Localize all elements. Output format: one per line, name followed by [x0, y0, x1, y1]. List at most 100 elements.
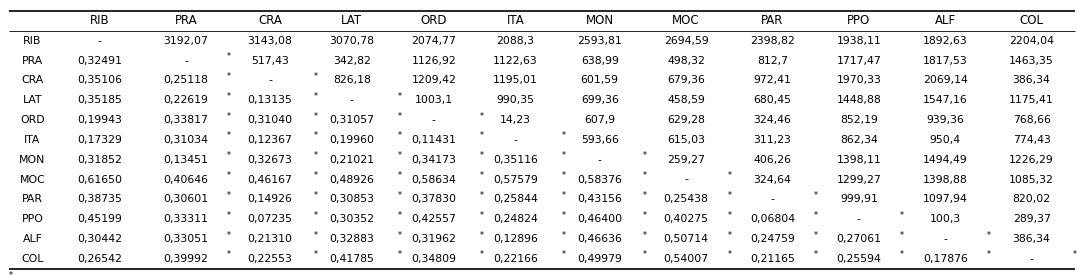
Text: *: * — [727, 250, 731, 259]
Text: 0,25594: 0,25594 — [837, 254, 881, 264]
Text: 324,64: 324,64 — [754, 175, 792, 184]
Text: *: * — [643, 151, 647, 160]
Text: 0,54007: 0,54007 — [663, 254, 709, 264]
Text: *: * — [900, 230, 905, 240]
Text: COL: COL — [1020, 14, 1044, 27]
Text: *: * — [397, 112, 402, 120]
Text: PPO: PPO — [848, 14, 870, 27]
Text: 615,03: 615,03 — [667, 135, 705, 145]
Text: 990,35: 990,35 — [496, 95, 534, 105]
Text: 0,50714: 0,50714 — [663, 234, 709, 244]
Text: 0,11431: 0,11431 — [411, 135, 457, 145]
Text: 0,46400: 0,46400 — [577, 214, 623, 224]
Text: 0,24759: 0,24759 — [750, 234, 795, 244]
Text: -: - — [184, 56, 187, 66]
Text: *: * — [643, 230, 647, 240]
Text: 1398,11: 1398,11 — [837, 155, 881, 165]
Text: 324,46: 324,46 — [754, 115, 792, 125]
Text: 679,36: 679,36 — [667, 75, 705, 85]
Text: 0,33051: 0,33051 — [164, 234, 209, 244]
Text: *: * — [987, 250, 991, 259]
Text: 1003,1: 1003,1 — [415, 95, 452, 105]
Text: *: * — [397, 151, 402, 160]
Text: *: * — [227, 230, 232, 240]
Text: 0,41785: 0,41785 — [330, 254, 375, 264]
Text: 593,66: 593,66 — [581, 135, 618, 145]
Text: CRA: CRA — [258, 14, 282, 27]
Text: -: - — [350, 95, 354, 105]
Text: 629,28: 629,28 — [667, 115, 705, 125]
Text: 0,30601: 0,30601 — [164, 194, 209, 204]
Text: *: * — [643, 250, 647, 259]
Text: 0,30853: 0,30853 — [330, 194, 375, 204]
Text: 0,22553: 0,22553 — [248, 254, 293, 264]
Text: 862,34: 862,34 — [840, 135, 878, 145]
Text: 0,13451: 0,13451 — [164, 155, 208, 165]
Text: 0,58634: 0,58634 — [411, 175, 457, 184]
Text: *: * — [227, 211, 232, 220]
Text: *: * — [313, 211, 318, 220]
Text: 0,30352: 0,30352 — [330, 214, 375, 224]
Text: *: * — [643, 191, 647, 200]
Text: 1097,94: 1097,94 — [923, 194, 968, 204]
Text: *: * — [479, 171, 484, 180]
Text: *: * — [479, 112, 484, 120]
Text: *: * — [814, 250, 817, 259]
Text: 3070,78: 3070,78 — [330, 36, 375, 46]
Text: 2088,3: 2088,3 — [496, 36, 534, 46]
Text: 768,66: 768,66 — [1012, 115, 1050, 125]
Text: LAT: LAT — [341, 14, 363, 27]
Text: -: - — [770, 194, 774, 204]
Text: *: * — [561, 230, 565, 240]
Text: -: - — [857, 214, 861, 224]
Text: 1892,63: 1892,63 — [923, 36, 967, 46]
Text: 0,21310: 0,21310 — [248, 234, 293, 244]
Text: *: * — [227, 72, 232, 81]
Text: *: * — [561, 191, 565, 200]
Text: 1209,42: 1209,42 — [411, 75, 457, 85]
Text: RIB: RIB — [89, 14, 110, 27]
Text: 601,59: 601,59 — [581, 75, 618, 85]
Text: 311,23: 311,23 — [754, 135, 792, 145]
Text: 0,12896: 0,12896 — [493, 234, 538, 244]
Text: PAR: PAR — [22, 194, 43, 204]
Text: ALF: ALF — [23, 234, 42, 244]
Text: *: * — [814, 211, 817, 220]
Text: PPO: PPO — [22, 214, 43, 224]
Text: *: * — [479, 131, 484, 140]
Text: *: * — [227, 52, 232, 61]
Text: *: * — [397, 92, 402, 101]
Text: 0,13135: 0,13135 — [248, 95, 293, 105]
Text: *: * — [479, 151, 484, 160]
Text: 999,91: 999,91 — [840, 194, 878, 204]
Text: 939,36: 939,36 — [926, 115, 964, 125]
Text: MON: MON — [19, 155, 45, 165]
Text: 0,33311: 0,33311 — [164, 214, 208, 224]
Text: 0,25438: 0,25438 — [663, 194, 709, 204]
Text: 0,40646: 0,40646 — [164, 175, 209, 184]
Text: 1085,32: 1085,32 — [1009, 175, 1054, 184]
Text: 950,4: 950,4 — [929, 135, 961, 145]
Text: 0,43156: 0,43156 — [577, 194, 623, 204]
Text: -: - — [1030, 254, 1034, 264]
Text: *: * — [313, 230, 318, 240]
Text: *: * — [900, 250, 905, 259]
Text: 2398,82: 2398,82 — [750, 36, 795, 46]
Text: *: * — [561, 211, 565, 220]
Text: *: * — [479, 211, 484, 220]
Text: 0,42557: 0,42557 — [411, 214, 457, 224]
Text: ORD: ORD — [420, 14, 447, 27]
Text: 0,58376: 0,58376 — [577, 175, 623, 184]
Text: 0,35106: 0,35106 — [78, 75, 122, 85]
Text: 0,24824: 0,24824 — [493, 214, 538, 224]
Text: 0,14926: 0,14926 — [248, 194, 293, 204]
Text: 0,31040: 0,31040 — [248, 115, 293, 125]
Text: 1299,27: 1299,27 — [837, 175, 881, 184]
Text: *: * — [397, 250, 402, 259]
Text: *: * — [479, 230, 484, 240]
Text: 0,17876: 0,17876 — [923, 254, 968, 264]
Text: 0,32673: 0,32673 — [248, 155, 293, 165]
Text: 0,07235: 0,07235 — [248, 214, 293, 224]
Text: *: * — [227, 131, 232, 140]
Text: *: * — [479, 250, 484, 259]
